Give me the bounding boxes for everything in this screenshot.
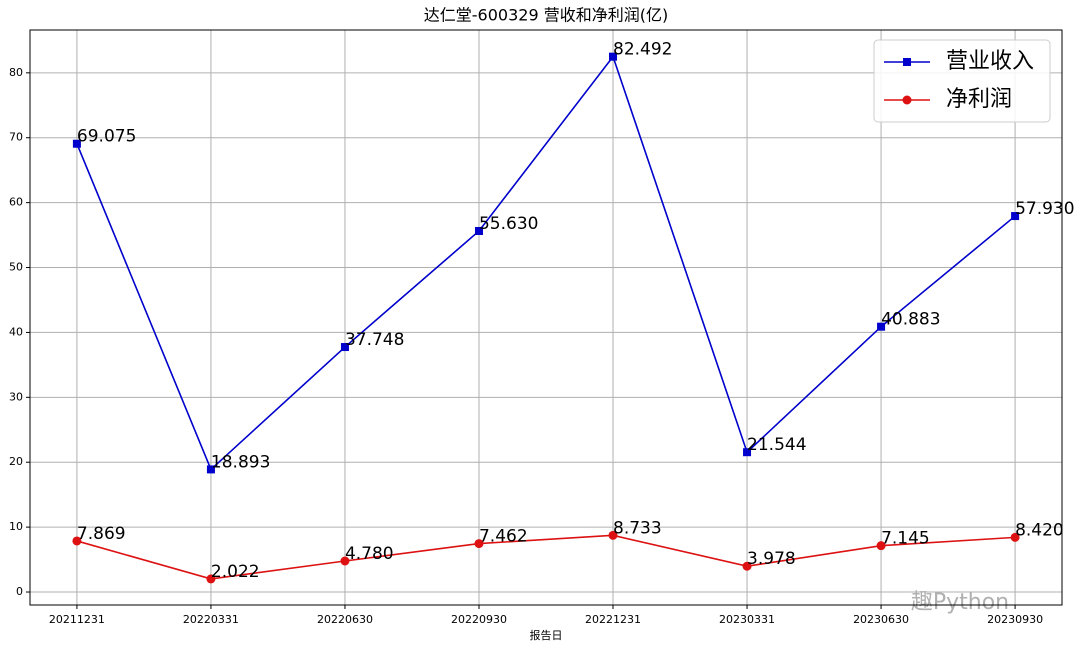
line (76, 54, 1016, 471)
marker (743, 448, 752, 457)
line (76, 534, 1016, 580)
marker (340, 343, 349, 352)
marker (609, 52, 618, 61)
data-label: 8.733 (613, 518, 662, 538)
x-tick-label: 20220630 (317, 613, 373, 626)
marker (903, 58, 911, 66)
data-label: 3.978 (747, 549, 796, 569)
marker (72, 536, 82, 546)
x-tick-label: 20230331 (719, 613, 775, 626)
marker (340, 556, 350, 566)
y-tick-label: 30 (9, 390, 23, 403)
data-label: 7.145 (881, 529, 930, 549)
data-label: 8.420 (1015, 520, 1064, 540)
marker (1011, 212, 1020, 221)
plot-frame (29, 29, 1063, 606)
data-label: 4.780 (345, 544, 394, 564)
y-tick-label: 40 (9, 325, 23, 338)
marker (877, 322, 886, 331)
legend-label: 净利润 (946, 87, 1012, 112)
marker (206, 465, 215, 474)
x-tick-label: 20230630 (853, 613, 909, 626)
marker (72, 139, 81, 148)
data-label: 40.883 (881, 310, 940, 330)
series: 7.869 2.022 4.780 7.462 8.733 3.978 7.145 8.420 (72, 518, 1064, 584)
chart-title: 达仁堂-600329 营收和净利润(亿) (424, 6, 668, 25)
y-tick-label: 60 (9, 196, 23, 209)
y-tick-label: 80 (9, 66, 23, 79)
data-label: 55.630 (479, 214, 538, 234)
y-tick-label: 50 (9, 261, 23, 274)
marker (876, 541, 886, 551)
data-label: 69.075 (77, 127, 136, 147)
data-label: 82.492 (613, 40, 672, 60)
data-label: 21.544 (747, 435, 806, 455)
marker (206, 574, 216, 584)
legend-label: 营业收入 (946, 49, 1034, 74)
marker (474, 539, 484, 549)
data-label: 2.022 (211, 562, 260, 582)
x-tick-label: 20230930 (987, 613, 1043, 626)
data-label: 57.930 (1015, 199, 1074, 219)
marker (608, 530, 618, 540)
marker (474, 226, 483, 235)
x-tick-label: 20220331 (183, 613, 239, 626)
data-label: 37.748 (345, 330, 404, 350)
x-tick-label: 20220930 (451, 613, 507, 626)
y-tick-label: 10 (9, 520, 23, 533)
watermark: 趣Python (911, 590, 1009, 615)
x-tick-label: 20221231 (585, 613, 641, 626)
y-tick-label: 20 (9, 455, 23, 468)
series: 69.075 18.893 37.748 55.630 82.492 21.544 40.8… (72, 40, 1075, 474)
data-label: 7.869 (77, 524, 126, 544)
y-tick-label: 70 (9, 131, 23, 144)
marker (902, 95, 912, 105)
marker (1010, 532, 1020, 542)
x-tick-label: 20211231 (49, 613, 105, 626)
data-label: 7.462 (479, 527, 528, 547)
data-label: 18.893 (211, 452, 270, 472)
legend-box (873, 39, 1051, 123)
marker (742, 561, 752, 571)
y-tick-label: 0 (16, 585, 23, 598)
x-axis-label: 报告日 (530, 628, 563, 642)
